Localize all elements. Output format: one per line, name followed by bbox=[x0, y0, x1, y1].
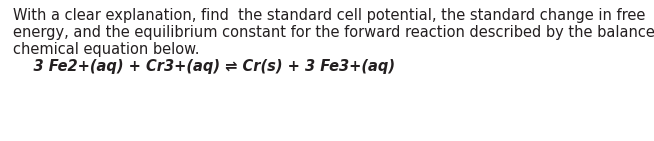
Text: energy, and the equilibrium constant for the forward reaction described by the b: energy, and the equilibrium constant for… bbox=[13, 25, 654, 40]
Text: 3 Fe2+(aq) + Cr3+(aq) ⇌ Cr(s) + 3 Fe3+(aq): 3 Fe2+(aq) + Cr3+(aq) ⇌ Cr(s) + 3 Fe3+(a… bbox=[13, 59, 395, 74]
Text: With a clear explanation, find  the standard cell potential, the standard change: With a clear explanation, find the stand… bbox=[13, 8, 645, 23]
Text: chemical equation below.: chemical equation below. bbox=[13, 42, 199, 57]
